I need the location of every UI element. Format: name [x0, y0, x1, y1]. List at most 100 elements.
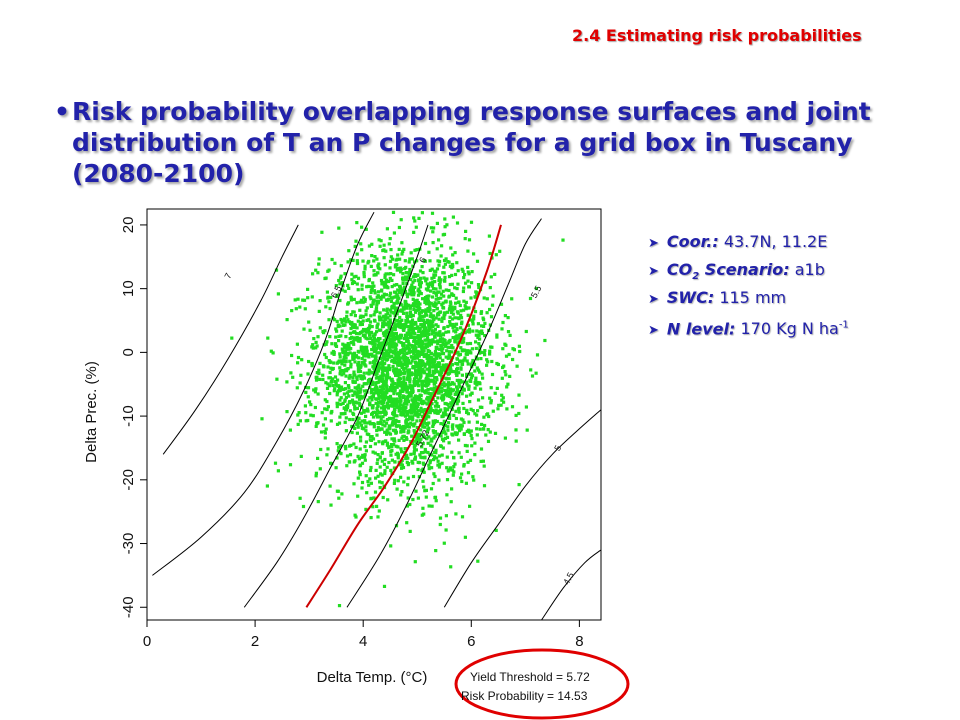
scatter-point: [535, 353, 540, 357]
scatter-point: [418, 314, 422, 318]
scatter-point: [479, 459, 483, 463]
scatter-point: [373, 332, 377, 336]
scatter-point: [380, 459, 384, 463]
scatter-point: [347, 386, 351, 390]
scatter-point: [475, 433, 479, 437]
scatter-point: [462, 420, 466, 425]
scatter-point: [339, 402, 343, 406]
scatter-point: [418, 336, 423, 340]
scatter-point: [444, 330, 448, 334]
scatter-point: [314, 471, 318, 475]
scatter-point: [362, 270, 366, 275]
scatter-point: [354, 400, 358, 404]
scatter-point: [495, 333, 499, 337]
scatter-point: [447, 288, 451, 293]
y-tick-label: -20: [120, 469, 137, 491]
scatter-point: [362, 375, 366, 379]
scatter-point: [298, 419, 302, 423]
scatter-point: [334, 466, 338, 470]
scatter-point: [469, 433, 473, 437]
scatter-point: [468, 378, 472, 382]
scatter-point: [354, 515, 358, 519]
scatter-point: [416, 460, 420, 464]
scatter-point: [314, 387, 318, 391]
scatter-point: [397, 355, 401, 359]
scatter-point: [388, 323, 392, 327]
scatter-point: [389, 349, 393, 353]
scatter-point: [392, 368, 396, 372]
scatter-point: [338, 372, 342, 376]
scatter-point: [417, 318, 421, 322]
scatter-point: [502, 400, 506, 404]
scatter-point: [395, 384, 399, 388]
scatter-point: [377, 440, 381, 444]
scatter-point: [416, 303, 420, 307]
scatter-point: [425, 375, 429, 379]
scatter-point: [433, 351, 437, 355]
scatter-point: [326, 365, 330, 369]
scatter-point: [355, 221, 359, 225]
scatter-point: [392, 466, 396, 470]
scatter-point: [404, 322, 408, 326]
scatter-point: [357, 383, 361, 387]
n-value-text: 170 Kg N ha: [740, 319, 839, 339]
scatter-point: [392, 361, 396, 365]
scatter-point: [411, 329, 415, 333]
scatter-point: [357, 360, 361, 364]
scatter-point: [336, 323, 340, 327]
scatter-point: [373, 273, 377, 277]
scatter-point: [388, 314, 392, 318]
scatter-point: [409, 199, 412, 202]
scatter-point: [369, 285, 373, 289]
scatter-point: [422, 370, 426, 374]
scatter-point: [486, 428, 490, 432]
scatter-point: [399, 425, 403, 429]
scatter-point: [480, 324, 484, 328]
scatter-point: [478, 405, 482, 409]
scatter-point: [474, 379, 478, 383]
scatter-point: [337, 421, 342, 425]
scatter-point: [351, 357, 355, 361]
scatter-point: [387, 446, 391, 450]
scatter-point: [422, 309, 426, 313]
scatter-point: [460, 515, 465, 519]
scatter-point: [433, 474, 437, 479]
scatter-point: [414, 308, 418, 312]
scatter-point: [461, 269, 465, 273]
scatter-point: [376, 474, 380, 478]
scatter-point: [412, 439, 416, 443]
scatter-point: [427, 294, 431, 298]
scatter-point: [378, 411, 382, 415]
scatter-point: [511, 347, 515, 351]
scatter-point: [431, 409, 435, 413]
scatter-point: [416, 273, 420, 277]
scatter-point: [514, 439, 518, 443]
scatter-point: [382, 419, 386, 423]
scatter-point: [398, 384, 402, 388]
scatter-point: [467, 420, 471, 424]
scatter-point: [455, 388, 459, 392]
scatter-point: [353, 380, 357, 384]
scatter-point: [528, 296, 533, 301]
scatter-point: [377, 392, 381, 396]
scatter-point: [465, 342, 469, 346]
scatter-point: [425, 320, 429, 325]
scatter-point: [417, 305, 421, 309]
scatter-point: [425, 430, 429, 434]
scatter-point: [414, 322, 418, 326]
scatter-point: [474, 290, 478, 294]
scatter-point: [356, 363, 360, 367]
scatter-point: [374, 376, 378, 380]
scatter-point: [340, 359, 344, 363]
scatter-point: [503, 370, 507, 374]
info-scenario: ➤ CO2 Scenario: a1b: [648, 256, 849, 284]
scatter-point: [445, 466, 449, 470]
co2-subscript: 2: [692, 271, 700, 283]
scatter-point: [446, 372, 450, 376]
scatter-point: [387, 416, 391, 420]
scatter-point: [340, 492, 344, 496]
scatter-point: [461, 328, 465, 332]
scatter-point: [438, 330, 442, 334]
scatter-point: [467, 330, 472, 334]
scatter-point: [381, 386, 385, 390]
